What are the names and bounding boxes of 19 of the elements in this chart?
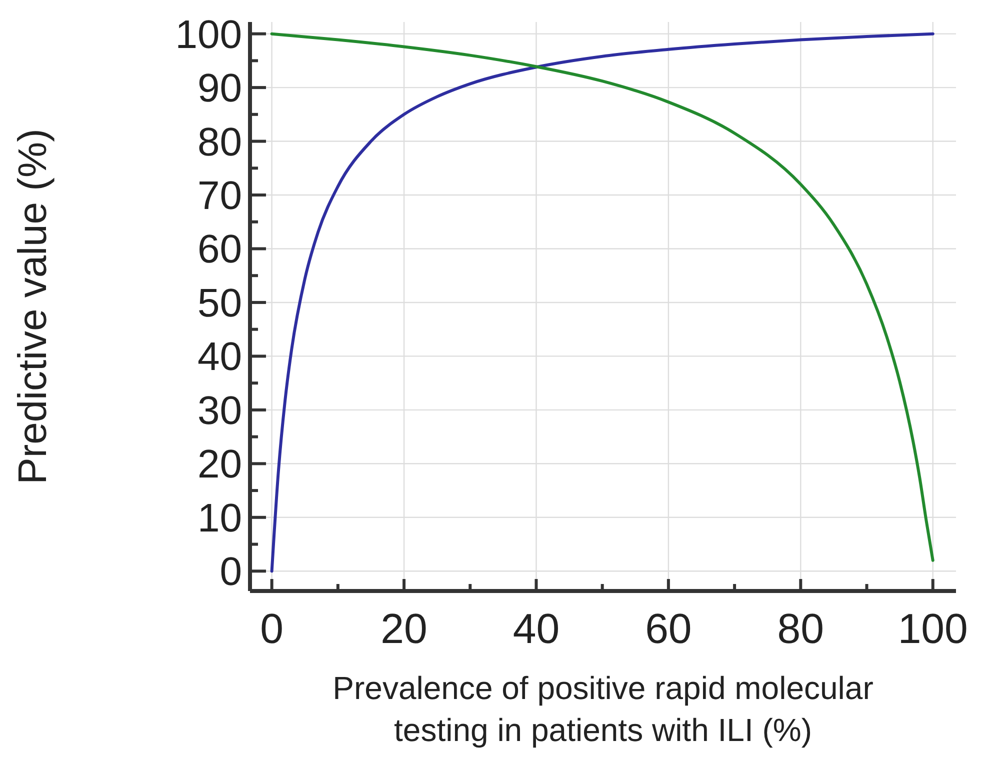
y-tick-label: 0 <box>220 550 242 594</box>
x-tick-label: 100 <box>898 605 968 652</box>
y-tick-label: 30 <box>198 388 242 433</box>
y-tick-label: 60 <box>198 228 242 272</box>
x-tick-label: 20 <box>380 605 428 652</box>
y-tick-label: 70 <box>198 174 242 218</box>
y-tick-label: 80 <box>198 120 242 164</box>
y-tick-label: 10 <box>198 496 242 540</box>
y-tick-label: 40 <box>198 335 242 380</box>
x-tick-label: 60 <box>645 605 692 652</box>
y-axis-title: Predictive value (%) <box>11 128 55 484</box>
x-tick-label: 40 <box>512 605 560 652</box>
y-tick-label: 90 <box>198 66 242 111</box>
y-tick-label: 20 <box>198 442 242 487</box>
x-tick-label: 0 <box>260 605 284 652</box>
x-axis-title: Prevalence of positive rapid molecular testing in patients with ILI (%) <box>332 670 874 748</box>
y-tick-label: 50 <box>198 281 242 326</box>
y-tick-label: 100 <box>175 12 242 57</box>
x-tick-label: 80 <box>777 605 824 652</box>
